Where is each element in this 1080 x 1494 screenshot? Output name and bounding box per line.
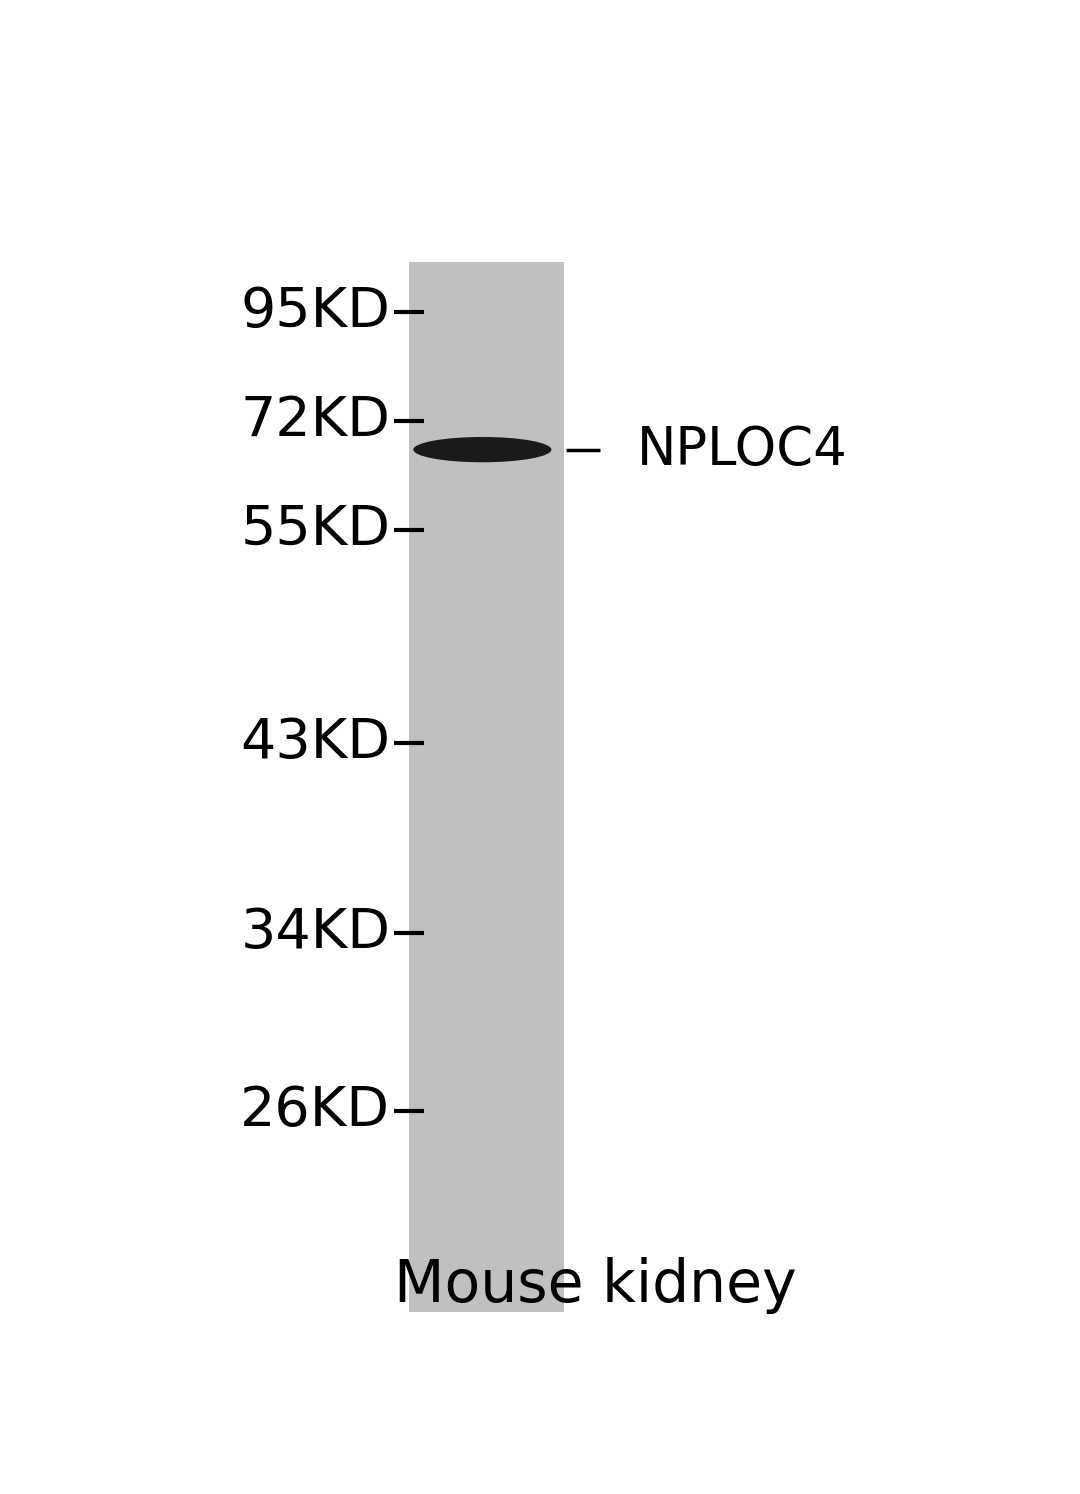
Bar: [409, 261, 564, 1312]
Text: 43KD: 43KD: [240, 716, 390, 769]
Text: NPLOC4: NPLOC4: [637, 424, 848, 475]
Text: Mouse kidney: Mouse kidney: [394, 1258, 797, 1315]
Text: 72KD: 72KD: [241, 394, 390, 448]
Text: 34KD: 34KD: [240, 905, 390, 959]
Text: 95KD: 95KD: [241, 284, 390, 339]
Text: 26KD: 26KD: [240, 1085, 390, 1138]
Text: 55KD: 55KD: [240, 503, 390, 557]
Ellipse shape: [414, 436, 552, 462]
